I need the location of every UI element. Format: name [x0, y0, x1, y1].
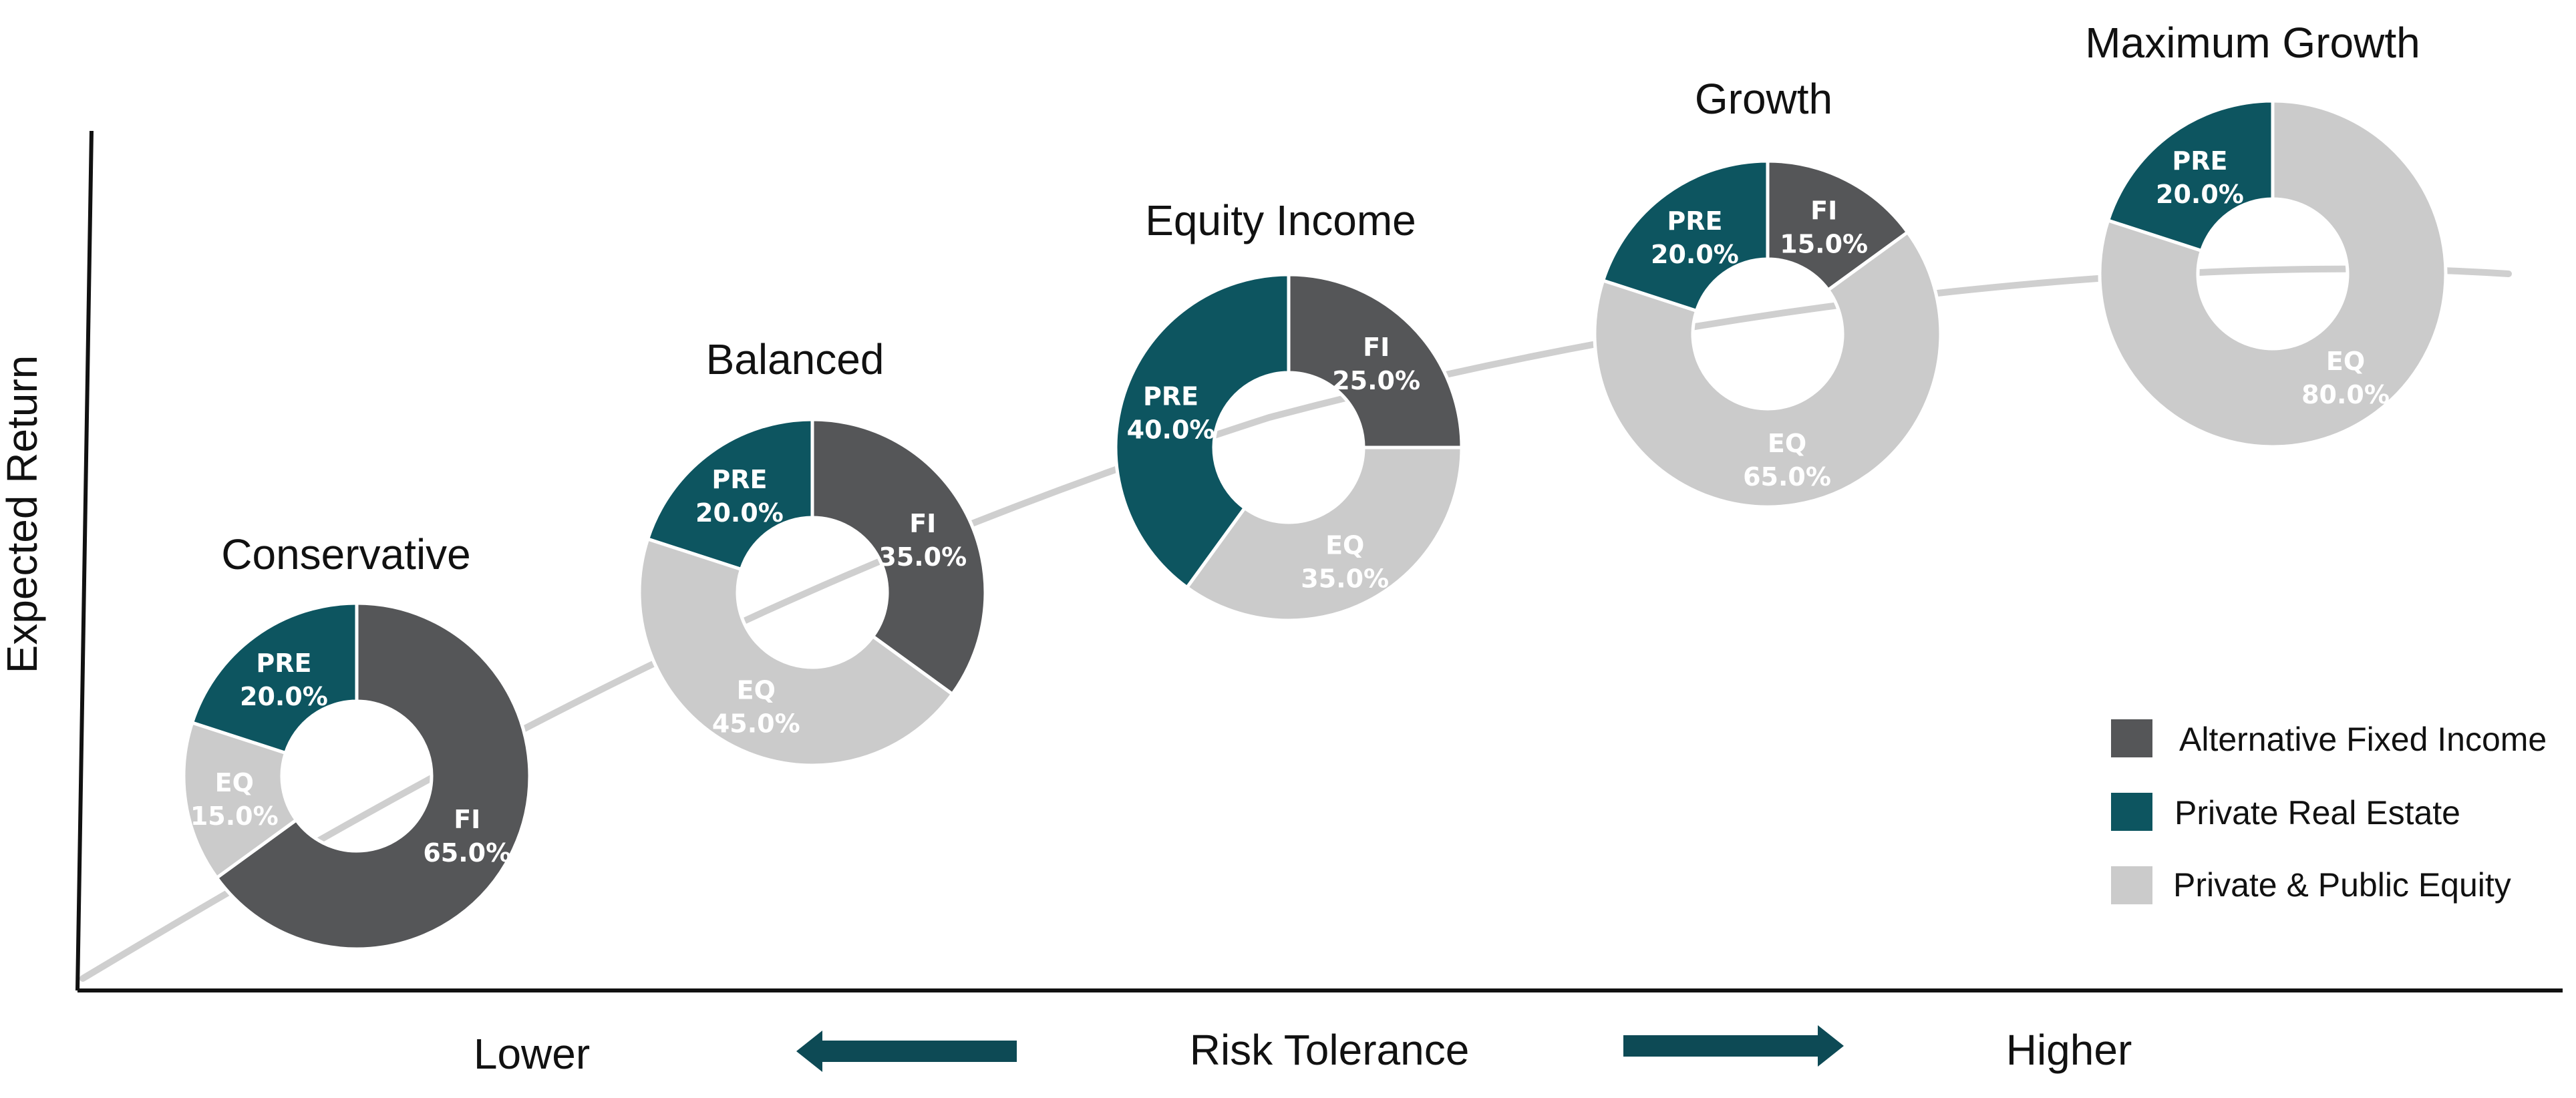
slice-value-eq: 45.0%	[712, 709, 800, 738]
slice-value-pre: 20.0%	[695, 498, 784, 528]
slice-label-pre: PRE	[2172, 146, 2227, 176]
portfolio-title-equity-income: Equity Income	[1145, 196, 1416, 244]
donut-maximum-growth: EQ 80.0% PRE 20.0%	[2098, 99, 2448, 449]
slice-value-eq: 35.0%	[1301, 564, 1389, 593]
slice-label-eq: EQ	[1325, 530, 1364, 560]
legend-swatch-real-estate	[2111, 793, 2152, 831]
legend-label-fixed-income: Alternative Fixed Income	[2179, 721, 2547, 758]
legend-item-fixed-income: Alternative Fixed Income	[2111, 719, 2547, 758]
donut-slice-fi	[1766, 159, 1911, 293]
slice-label-eq: EQ	[737, 675, 776, 705]
donut-slice-eq	[1593, 230, 1943, 509]
donut-growth: FI 15.0% EQ 65.0% PRE 20.0%	[1593, 159, 1943, 509]
donut-slice-eq	[2098, 99, 2448, 449]
donut-conservative: FI 65.0% EQ 15.0% PRE 20.0%	[182, 601, 532, 951]
portfolio-title-balanced: Balanced	[706, 335, 884, 383]
donut-slice-pre	[1114, 272, 1291, 590]
portfolio-title-conservative: Conservative	[221, 530, 471, 578]
slice-value-pre: 20.0%	[1651, 240, 1739, 269]
slice-value-fi: 35.0%	[878, 542, 967, 572]
slice-label-fi: FI	[454, 805, 480, 834]
donut-equity-income: FI 25.0% EQ 35.0% PRE 40.0%	[1114, 272, 1464, 622]
slice-label-pre: PRE	[256, 649, 311, 678]
x-axis-high-label: Higher	[2006, 1026, 2132, 1074]
donut-balanced: FI 35.0% EQ 45.0% PRE 20.0%	[637, 417, 987, 767]
legend-item-real-estate: Private Real Estate	[2111, 793, 2460, 832]
donut-slice-pre	[645, 417, 814, 572]
slice-label-fi: FI	[909, 509, 936, 538]
slice-label-fi: FI	[1810, 196, 1837, 226]
donut-slice-eq	[1184, 445, 1464, 622]
slice-label-fi: FI	[1363, 333, 1390, 362]
donut-slice-fi	[214, 601, 532, 951]
slice-value-fi: 65.0%	[423, 838, 511, 868]
slice-value-eq: 15.0%	[190, 801, 279, 831]
slice-label-pre: PRE	[1667, 206, 1722, 236]
slice-label-pre: PRE	[711, 465, 767, 494]
x-axis-label: Risk Tolerance	[1190, 1026, 1470, 1074]
legend-swatch-fixed-income	[2111, 719, 2152, 757]
donut-slice-fi	[810, 417, 987, 697]
legend-swatch-equity	[2111, 866, 2152, 904]
arrow-right-icon	[1623, 1025, 1844, 1067]
slice-value-pre: 40.0%	[1127, 415, 1215, 445]
slice-value-eq: 80.0%	[2301, 380, 2390, 409]
portfolio-title-maximum-growth: Maximum Growth	[2085, 19, 2420, 67]
slice-value-eq: 65.0%	[1743, 462, 1831, 492]
slice-value-fi: 25.0%	[1332, 366, 1420, 395]
slice-label-eq: EQ	[2326, 347, 2365, 376]
legend-label-real-estate: Private Real Estate	[2175, 794, 2460, 832]
legend-item-equity: Private & Public Equity	[2111, 866, 2511, 904]
x-axis-low-label: Lower	[474, 1030, 590, 1078]
arrow-left-icon	[796, 1031, 1017, 1072]
legend-label-equity: Private & Public Equity	[2173, 866, 2511, 904]
legend: Alternative Fixed Income Private Real Es…	[2111, 719, 2547, 904]
donut-slice-pre	[1601, 159, 1770, 313]
donut-slice-fi	[1287, 272, 1464, 449]
portfolio-title-growth: Growth	[1695, 75, 1832, 123]
donut-slice-eq	[182, 720, 299, 880]
donut-slice-eq	[637, 536, 955, 767]
slice-value-fi: 15.0%	[1780, 230, 1868, 259]
donut-slice-pre	[2106, 99, 2275, 253]
slice-label-eq: EQ	[1768, 429, 1806, 458]
slice-value-pre: 20.0%	[2156, 180, 2244, 209]
y-axis-line	[75, 130, 94, 991]
y-axis-label: Expected Return	[0, 355, 46, 674]
slice-label-pre: PRE	[1143, 382, 1198, 411]
donut-slice-pre	[190, 601, 359, 755]
slice-value-pre: 20.0%	[240, 682, 328, 711]
slice-label-eq: EQ	[215, 768, 254, 797]
